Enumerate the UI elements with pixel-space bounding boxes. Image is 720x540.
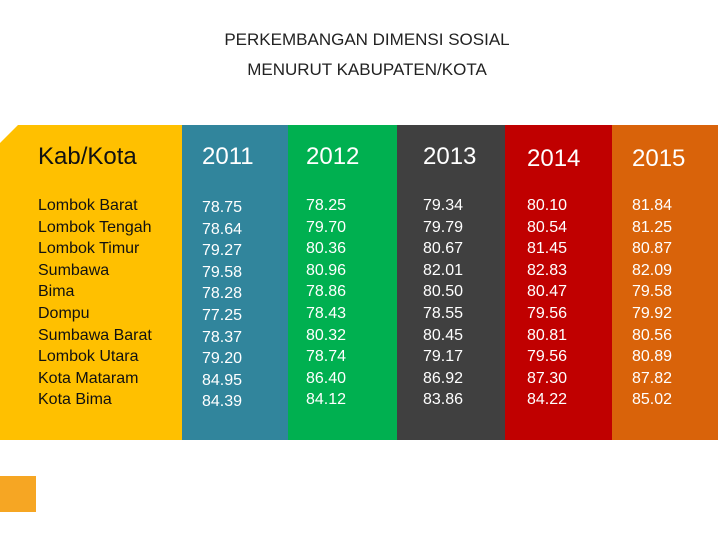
table-cell: 80.50 <box>423 283 464 301</box>
table-cell: 84.12 <box>306 391 347 409</box>
table-cell: 84.22 <box>527 391 568 409</box>
table-cell: 78.37 <box>202 328 243 346</box>
table-cell: 79.58 <box>202 263 243 281</box>
table-cell: 80.89 <box>632 348 673 366</box>
table-column: 2015 81.84 81.25 80.87 82.09 79.58 79.92 80.56 8… <box>612 125 718 440</box>
table-cell: 80.47 <box>527 283 568 301</box>
table-cell: 81.84 <box>632 197 673 214</box>
table-cell: 87.82 <box>632 369 673 387</box>
column-header: 2012 <box>306 143 360 170</box>
table-cell: 79.34 <box>423 197 464 214</box>
table-cell: 82.01 <box>423 261 464 279</box>
table-cell: 80.36 <box>306 240 347 258</box>
table-cell: 80.67 <box>423 240 464 258</box>
title-line: PERKEMBANGAN DIMENSI SOSIAL <box>224 30 510 49</box>
table-cell: 79.58 <box>632 283 673 301</box>
table-cell: Lombok Tengah <box>38 218 152 236</box>
table-cell: 80.10 <box>527 197 568 214</box>
table-cell: 80.32 <box>306 326 347 344</box>
table-cell: 84.95 <box>202 371 243 389</box>
table-column: 2014 80.10 80.54 81.45 82.83 80.47 79.56 80.81 7… <box>505 125 612 440</box>
table-column: 2012 78.25 79.70 80.36 80.96 78.86 78.43 80.32 7… <box>288 125 397 440</box>
table-cell: 79.27 <box>202 242 243 260</box>
column-header: 2013 <box>423 143 477 170</box>
table-cell: Kota Mataram <box>38 369 139 387</box>
table-cell: 79.20 <box>202 350 243 368</box>
decoration-square <box>0 476 36 512</box>
table-cell: 79.17 <box>423 348 464 366</box>
table-cell: 78.75 <box>202 199 243 216</box>
table-cell: 78.86 <box>306 283 347 301</box>
table-cell: Lombok Utara <box>38 348 139 366</box>
table-cell: 80.81 <box>527 326 568 344</box>
table-cell: 82.83 <box>527 261 568 279</box>
table-cell: 78.74 <box>306 348 347 366</box>
table-cell: 80.45 <box>423 326 464 344</box>
table-cell: 79.56 <box>527 348 568 366</box>
table-cell: 81.45 <box>527 240 568 258</box>
table-cell: 87.30 <box>527 369 568 387</box>
table-cell: Lombok Barat <box>38 197 138 214</box>
table-cell: Lombok Timur <box>38 240 140 258</box>
table-cell: 80.87 <box>632 240 673 258</box>
table-cell: Kota Bima <box>38 391 112 409</box>
table-column: 2011 78.75 78.64 79.27 79.58 78.28 77.25 78.37 7… <box>182 125 288 440</box>
column-header: Kab/Kota <box>38 143 137 170</box>
column-header: 2015 <box>632 145 686 172</box>
table-cell: 80.54 <box>527 218 568 236</box>
table-cell: 79.79 <box>423 218 464 236</box>
table-cell: 85.02 <box>632 391 673 409</box>
table-cell: Sumbawa <box>38 261 110 279</box>
table-cell: 78.43 <box>306 305 347 322</box>
table-cell: Bima <box>38 283 75 301</box>
table-cell: Dompu <box>38 305 90 322</box>
table-cell: 80.56 <box>632 326 673 344</box>
table-cell: 78.55 <box>423 305 464 322</box>
table-cell: 77.25 <box>202 307 243 324</box>
table-cell: 82.09 <box>632 261 673 279</box>
table-cell: 86.92 <box>423 369 464 387</box>
table-column: Kab/Kota Lombok Barat Lombok Tengah Lombok … <box>0 125 182 440</box>
table-column: 2013 79.34 79.79 80.67 82.01 80.50 78.55 80.45 7… <box>397 125 505 440</box>
table-cell: 78.25 <box>306 197 347 214</box>
table-cell: 84.39 <box>202 393 243 411</box>
table-cell: Sumbawa Barat <box>38 326 152 344</box>
table-cell: 78.28 <box>202 285 243 303</box>
table-cell: 78.64 <box>202 220 243 238</box>
table-cell: 79.56 <box>527 305 568 322</box>
table-cell: 83.86 <box>423 391 464 409</box>
table-cell: 80.96 <box>306 261 347 279</box>
table-cell: 81.25 <box>632 218 673 236</box>
table-cell: 79.92 <box>632 305 673 322</box>
table-cell: 79.70 <box>306 218 347 236</box>
title-line: MENURUT KABUPATEN/KOTA <box>247 60 487 79</box>
column-header: 2014 <box>527 145 581 172</box>
column-header: 2011 <box>202 143 254 170</box>
table-cell: 86.40 <box>306 369 347 387</box>
